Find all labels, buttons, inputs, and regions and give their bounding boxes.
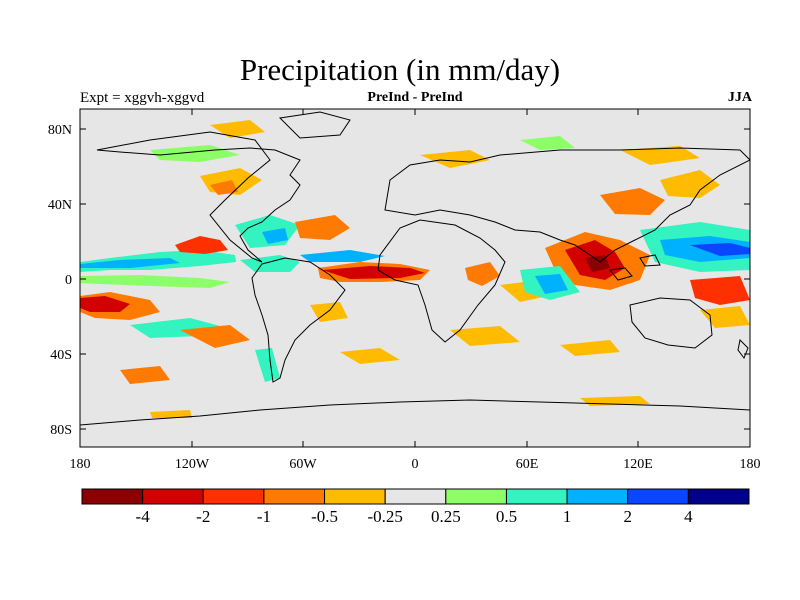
anomaly-patch: [420, 150, 490, 168]
colorbar-swatch: [202, 488, 265, 505]
colorbar-label: -4: [136, 507, 151, 526]
season-label: JJA: [727, 90, 752, 105]
colorbar-label: -0.25: [367, 507, 402, 526]
anomaly-patch: [322, 266, 425, 279]
colorbar-swatch: [505, 488, 568, 505]
island-outline: [639, 254, 661, 267]
longitude-axis: 180 120W 60W 0 60E 120E 180: [70, 109, 761, 472]
lat-tick-label: 40N: [48, 198, 72, 213]
anomaly-patch: [255, 348, 280, 382]
colorbar-label: 0.25: [431, 507, 461, 526]
anomaly-patch: [295, 215, 350, 240]
colorbar-swatch: [687, 488, 750, 505]
coastlines: [80, 111, 750, 426]
lon-tick-label: 120W: [175, 457, 210, 472]
anomaly-patch: [120, 366, 170, 384]
anomaly-patch: [465, 262, 500, 286]
colorbar-swatch: [263, 488, 326, 505]
anomaly-patch: [210, 180, 238, 195]
colorbar-label: 2: [623, 507, 632, 526]
precip-anomaly-field: [80, 120, 750, 418]
colorbar-swatch: [142, 488, 204, 505]
colorbar-label: 4: [684, 507, 693, 526]
australia-outline: [629, 297, 713, 349]
anomaly-patch: [660, 170, 720, 198]
colorbar: -4 -2 -1 -0.5 -0.25 0.25 0.5 1 2 4: [81, 488, 750, 526]
colorbar-swatch: [384, 488, 447, 505]
comparison-label: PreInd - PreInd: [367, 90, 463, 105]
lat-tick-label: 40S: [50, 348, 72, 363]
anomaly-patch: [210, 120, 265, 138]
anomaly-patch: [150, 145, 240, 162]
colorbar-label: -1: [257, 507, 271, 526]
colorbar-label: -2: [196, 507, 210, 526]
anomaly-patch: [80, 296, 130, 312]
lon-tick-label: 180: [70, 457, 91, 472]
colorbar-label: 1: [563, 507, 572, 526]
experiment-label: Expt = xggvh-xggvd: [80, 90, 205, 106]
anomaly-patch: [80, 258, 180, 268]
anomaly-patch: [620, 146, 700, 165]
africa-outline: [377, 219, 506, 343]
new-zealand-outline: [737, 338, 749, 360]
map-title: Precipitation (in mm/day): [239, 52, 561, 87]
colorbar-swatch: [324, 488, 386, 505]
anomaly-patch: [262, 228, 288, 244]
lat-tick-label: 0: [65, 273, 72, 288]
anomaly-patch: [175, 236, 228, 254]
anomaly-patch: [690, 243, 750, 256]
map-panel: [79, 108, 751, 448]
lon-tick-label: 60W: [289, 457, 317, 472]
island-outline: [609, 267, 633, 281]
anomaly-patch: [300, 250, 385, 262]
colorbar-label: -0.5: [311, 507, 338, 526]
lon-tick-label: 120E: [623, 457, 653, 472]
south-america-outline: [251, 257, 346, 383]
lat-tick-label: 80S: [50, 423, 72, 438]
anomaly-patch: [560, 340, 620, 356]
colorbar-swatch: [627, 488, 689, 505]
colorbar-swatch: [81, 488, 144, 505]
anomaly-patch: [150, 410, 192, 418]
greenland-outline: [278, 111, 351, 139]
colorbar-label: 0.5: [496, 507, 517, 526]
antarctica-outline: [80, 399, 750, 426]
latitude-axis: 80N 40N 0 40S 80S: [48, 123, 750, 438]
anomaly-patch: [340, 348, 400, 364]
colorbar-swatch: [566, 488, 629, 505]
lat-tick-label: 80N: [48, 123, 72, 138]
lon-tick-label: 0: [412, 457, 419, 472]
anomaly-patch: [310, 302, 348, 322]
eurasia-outline: [384, 147, 750, 263]
north-america-outline: [96, 131, 301, 263]
lon-tick-label: 60E: [516, 457, 539, 472]
anomaly-patch: [450, 326, 520, 346]
anomaly-patch: [180, 325, 250, 348]
anomaly-patch: [700, 306, 750, 328]
anomaly-patch: [600, 188, 665, 215]
anomaly-patch: [520, 136, 575, 150]
anomaly-patch: [690, 276, 750, 305]
anomaly-patch: [80, 275, 230, 288]
anomaly-patch: [535, 274, 568, 294]
colorbar-swatch: [445, 488, 507, 505]
lon-tick-label: 180: [740, 457, 761, 472]
